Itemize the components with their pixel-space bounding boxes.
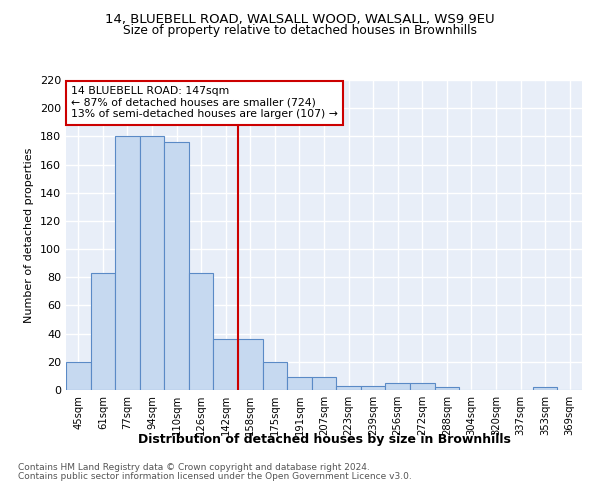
Text: Distribution of detached houses by size in Brownhills: Distribution of detached houses by size … <box>137 432 511 446</box>
Bar <box>434 387 459 390</box>
Text: 14, BLUEBELL ROAD, WALSALL WOOD, WALSALL, WS9 9EU: 14, BLUEBELL ROAD, WALSALL WOOD, WALSALL… <box>105 12 495 26</box>
Bar <box>263 362 287 390</box>
Text: 14 BLUEBELL ROAD: 147sqm
← 87% of detached houses are smaller (724)
13% of semi-: 14 BLUEBELL ROAD: 147sqm ← 87% of detach… <box>71 86 338 120</box>
Bar <box>336 386 361 390</box>
Text: Contains HM Land Registry data © Crown copyright and database right 2024.: Contains HM Land Registry data © Crown c… <box>18 464 370 472</box>
Text: Contains public sector information licensed under the Open Government Licence v3: Contains public sector information licen… <box>18 472 412 481</box>
Bar <box>238 340 263 390</box>
Bar <box>214 340 238 390</box>
Bar <box>287 378 312 390</box>
Bar <box>410 383 434 390</box>
Bar <box>164 142 189 390</box>
Bar <box>140 136 164 390</box>
Bar <box>66 362 91 390</box>
Bar <box>361 386 385 390</box>
Bar <box>91 273 115 390</box>
Bar <box>312 378 336 390</box>
Bar <box>189 273 214 390</box>
Bar <box>115 136 140 390</box>
Bar <box>385 383 410 390</box>
Text: Size of property relative to detached houses in Brownhills: Size of property relative to detached ho… <box>123 24 477 37</box>
Bar <box>533 387 557 390</box>
Y-axis label: Number of detached properties: Number of detached properties <box>25 148 34 322</box>
